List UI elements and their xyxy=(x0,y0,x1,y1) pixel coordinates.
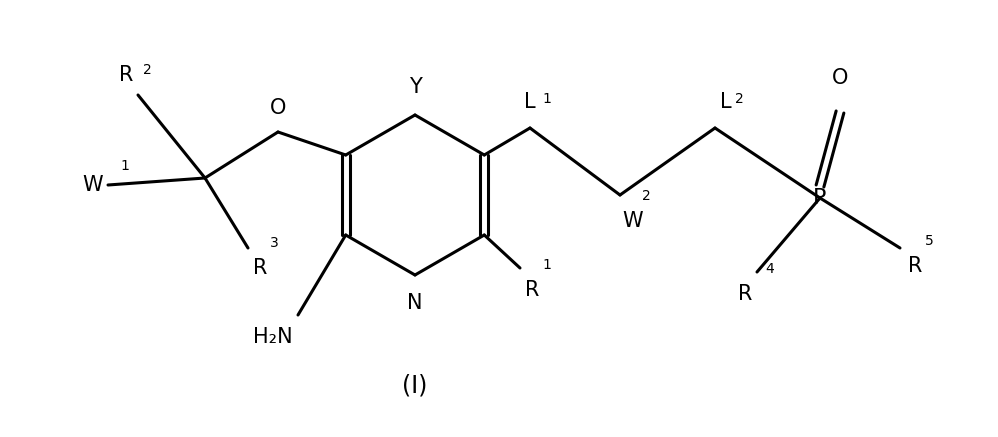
Text: 1: 1 xyxy=(542,92,551,106)
Text: 5: 5 xyxy=(925,234,934,248)
Text: 3: 3 xyxy=(270,236,278,250)
Text: H₂N: H₂N xyxy=(253,327,293,347)
Text: R: R xyxy=(119,65,133,85)
Text: 2: 2 xyxy=(735,92,744,106)
Text: 4: 4 xyxy=(765,262,773,276)
Text: P: P xyxy=(813,188,826,208)
Text: R: R xyxy=(908,256,922,276)
Text: Y: Y xyxy=(408,77,421,97)
Text: O: O xyxy=(269,98,286,118)
Text: 1: 1 xyxy=(542,258,551,272)
Text: N: N xyxy=(407,293,423,313)
Text: R: R xyxy=(253,258,267,278)
Text: R: R xyxy=(525,280,539,300)
Text: L: L xyxy=(524,92,536,112)
Text: L: L xyxy=(720,92,732,112)
Text: R: R xyxy=(738,284,752,304)
Text: 1: 1 xyxy=(120,159,129,173)
Text: O: O xyxy=(831,68,848,88)
Text: (I): (I) xyxy=(402,373,428,397)
Text: 2: 2 xyxy=(642,189,651,203)
Text: W: W xyxy=(83,175,103,195)
Text: 2: 2 xyxy=(143,63,152,77)
Text: W: W xyxy=(622,211,643,231)
